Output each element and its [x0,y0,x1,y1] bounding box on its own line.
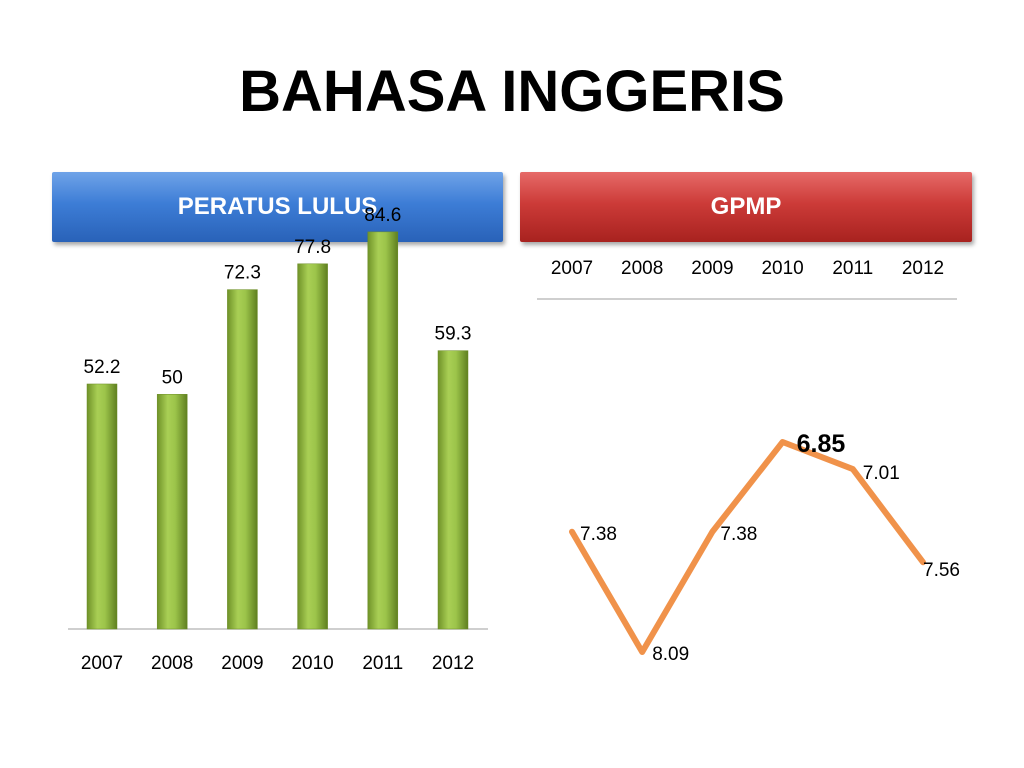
bar-2010 [297,263,328,630]
line-value-label-highlighted: 6.85 [797,430,846,458]
bar-value-label: 72.3 [224,263,261,284]
bar-2011 [367,231,399,630]
bar-x-tick-label: 2008 [151,653,193,674]
bar-x-tick-label: 2010 [291,653,333,674]
line-x-tick-label: 2009 [691,258,733,279]
bar-x-tick-label: 2011 [362,653,403,674]
line-value-label: 7.38 [580,524,617,545]
bar-2007 [86,383,118,630]
line-x-tick-label: 2007 [551,258,593,279]
line-value-label: 7.38 [720,524,757,545]
line-x-tick-label: 2012 [902,258,944,279]
bar-value-label: 50 [162,367,183,388]
line-value-label: 8.09 [652,644,689,665]
gpmp-series-line [569,439,926,655]
bar-chart-title: PERATUS LULUS [177,193,378,220]
line-x-tick-label: 2010 [761,258,803,279]
bar-chart: 52.2 2007 50 2008 72.3 2009 77.8 2010 84.6 2011 59… [68,205,488,674]
bar-2008 [156,394,188,630]
line-chart-header: GPMP [520,172,972,242]
line-chart: 2007 2008 2009 2010 2011 2012 7.38 8.09 7.38 6.85… [537,258,960,665]
line-chart-title: GPMP [710,193,782,220]
line-value-label: 7.56 [923,560,960,581]
bar-2012 [437,350,469,630]
line-x-tick-label: 2008 [621,258,663,279]
bar-value-label: 59.3 [435,324,472,345]
bar-value-label: 52.2 [84,357,121,378]
bar-chart-header: PERATUS LULUS [52,172,503,242]
bar-x-tick-label: 2009 [221,653,263,674]
bar-2009 [227,289,258,630]
line-value-label: 7.01 [863,463,900,484]
bar-x-tick-label: 2012 [432,653,474,674]
bar-value-label: 84.6 [364,205,401,226]
bar-x-tick-label: 2007 [81,653,123,674]
line-x-tick-label: 2011 [832,258,873,279]
page-title: BAHASA INGGERIS [239,59,785,124]
bar-value-label: 77.8 [294,237,331,258]
